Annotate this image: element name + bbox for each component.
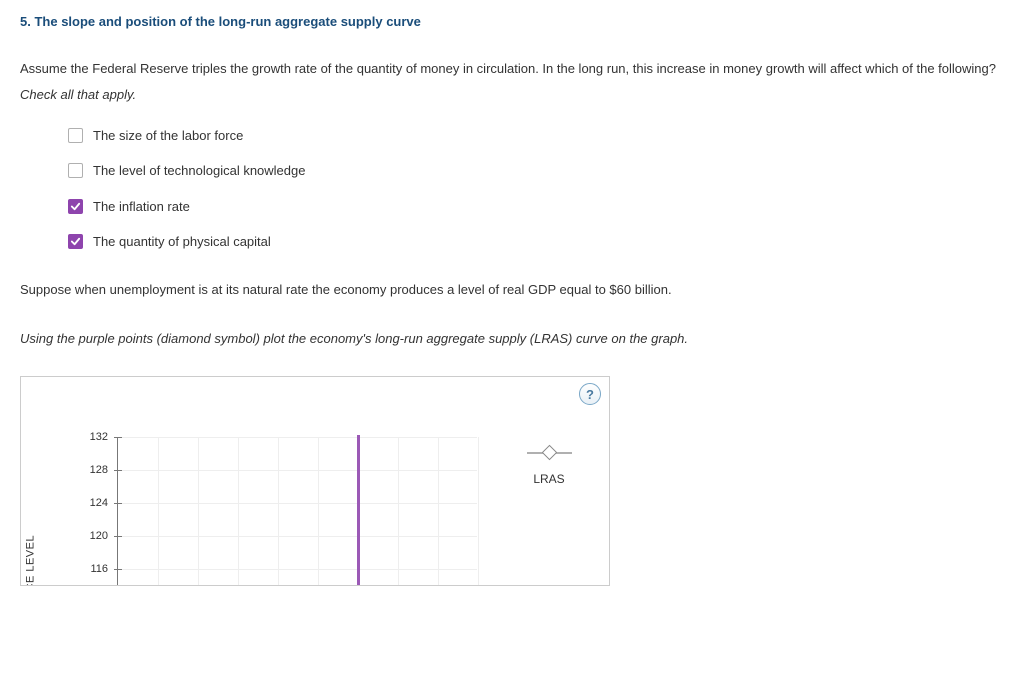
checkbox-label: The size of the labor force [93,126,243,146]
checkbox-row: The quantity of physical capital [68,232,1004,252]
tick-mark [114,503,122,504]
checkbox-row: The size of the labor force [68,126,1004,146]
gridline-h [118,470,477,471]
intro-text: Assume the Federal Reserve triples the g… [20,61,996,76]
graph-panel: ? CE LEVEL 132128124120116 LRAS [20,376,610,586]
tick-mark [114,569,122,570]
mid-prompt: Suppose when unemployment is at its natu… [20,278,1004,301]
chart-area[interactable]: CE LEVEL 132128124120116 LRAS [61,437,591,585]
y-tick-label: 132 [90,429,108,446]
checkbox[interactable] [68,128,83,143]
gridline-v [398,437,399,586]
question-heading: The slope and position of the long-run a… [34,14,420,29]
diamond-icon [541,445,557,461]
y-tick-label: 124 [90,495,108,512]
checkbox[interactable] [68,163,83,178]
gridline-h [118,503,477,504]
legend-label: LRAS [509,470,589,488]
gridline-h [118,437,477,438]
checkbox-label: The inflation rate [93,197,190,217]
gridline-h [118,569,477,570]
legend: LRAS [509,447,589,488]
legend-marker[interactable] [509,447,589,458]
gridline-v [318,437,319,586]
y-tick-label: 120 [90,528,108,545]
help-icon: ? [586,385,594,405]
tick-mark [114,470,122,471]
checkbox[interactable] [68,234,83,249]
lras-line[interactable] [357,435,360,586]
checkbox-label: The quantity of physical capital [93,232,271,252]
gridline-v [238,437,239,586]
question-number: 5. [20,14,31,29]
checkbox-label: The level of technological knowledge [93,161,305,181]
gridline-v [438,437,439,586]
graph-instruction: Using the purple points (diamond symbol)… [20,327,1004,350]
gridline-h [118,536,477,537]
tick-mark [114,437,122,438]
intro-prompt: Assume the Federal Reserve triples the g… [20,56,1004,108]
gridline-v [278,437,279,586]
checkbox-list: The size of the labor force The level of … [68,126,1004,252]
checkbox-row: The level of technological knowledge [68,161,1004,181]
gridline-v [198,437,199,586]
checkbox[interactable] [68,199,83,214]
y-tick-label: 116 [90,561,108,578]
checkbox-row: The inflation rate [68,197,1004,217]
tick-mark [114,536,122,537]
question-title: 5. The slope and position of the long-ru… [20,12,1004,32]
y-tick-label: 128 [90,462,108,479]
y-axis-label: CE LEVEL [23,535,40,587]
intro-instruction: Check all that apply. [20,87,136,102]
gridline-v [158,437,159,586]
help-button[interactable]: ? [579,383,601,405]
gridline-v [478,437,479,586]
plot-region[interactable]: 132128124120116 [117,437,477,586]
